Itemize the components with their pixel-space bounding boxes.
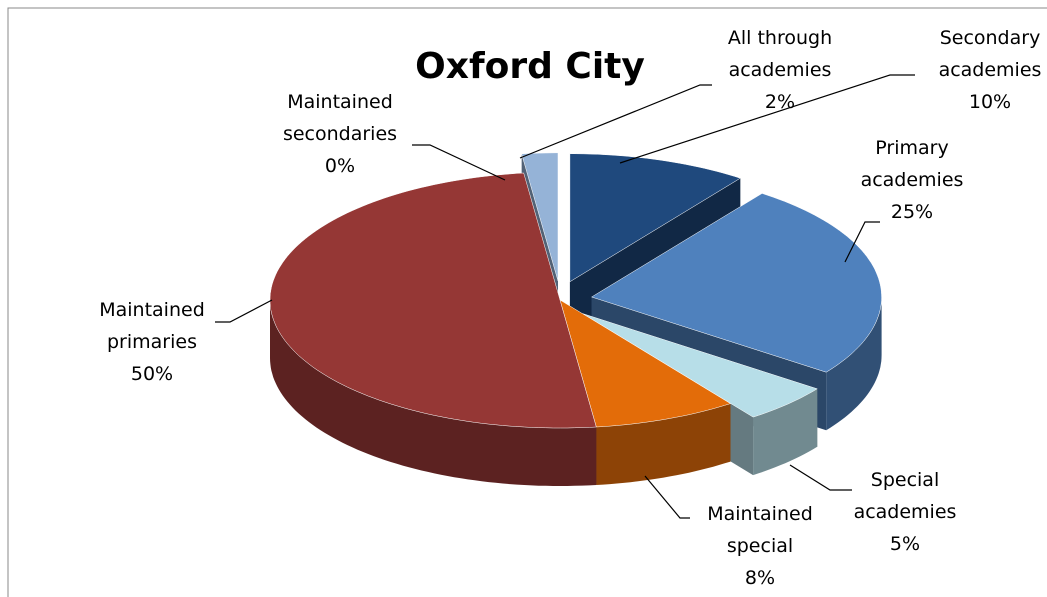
value-label: 5% — [889, 533, 921, 555]
slice-label: Maintained special — [707, 503, 813, 557]
value-label: 0% — [324, 155, 356, 177]
slice — [269, 172, 597, 429]
slice-label: Maintained secondaries — [282, 91, 398, 145]
slice-side — [270, 300, 597, 486]
slice — [559, 299, 732, 428]
leader-line — [789, 464, 852, 491]
value-label: 2% — [764, 91, 796, 113]
leader-line — [519, 84, 712, 159]
slice-label: All through academies — [727, 27, 833, 81]
chart-title: Oxford City — [415, 46, 645, 87]
value-label: 50% — [130, 363, 174, 385]
slice-side — [596, 403, 731, 485]
slice-label: Secondary academies — [938, 27, 1042, 81]
slice-side — [826, 297, 882, 431]
slice — [582, 313, 818, 418]
leader-line — [412, 144, 506, 181]
leader-line — [215, 299, 273, 323]
value-label: 8% — [744, 567, 776, 589]
slice-label: Maintained primaries — [99, 299, 205, 353]
leader-line — [844, 221, 880, 263]
slice-label: Primary academies — [860, 137, 964, 191]
slice — [521, 152, 559, 281]
value-label: 25% — [890, 201, 934, 223]
slice-label: Special academies — [853, 469, 957, 523]
slice — [569, 153, 741, 283]
leader-line — [619, 74, 915, 164]
leader-line — [644, 475, 690, 519]
slice — [591, 193, 882, 373]
value-label: 10% — [968, 91, 1012, 113]
slice-side — [753, 388, 818, 476]
